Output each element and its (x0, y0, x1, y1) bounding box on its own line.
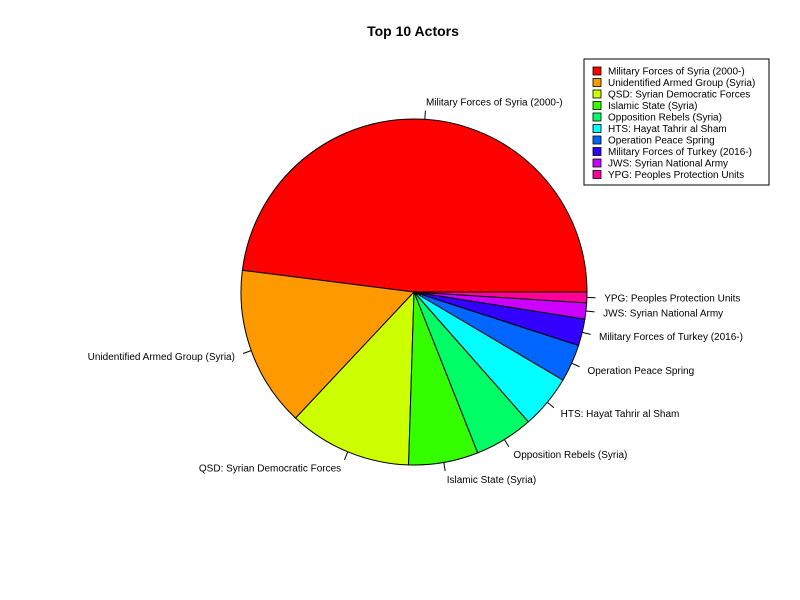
chart-title: Top 10 Actors (367, 23, 459, 39)
legend-label-hts-hayat-tahrir-al-sham: HTS: Hayat Tahrir al Sham (608, 124, 727, 135)
legend-label-islamic-state-syria: Islamic State (Syria) (608, 101, 697, 112)
slice-labels: Military Forces of Syria (2000-) Unidenti… (88, 98, 743, 486)
legend-label-military-forces-of-turkey-2016: Military Forces of Turkey (2016-) (608, 147, 752, 158)
slice-label-unidentified-armed-group-syria: Unidentified Armed Group (Syria) (88, 352, 235, 363)
tick-hts-hayat-tahrir-al-sham (546, 401, 555, 409)
slice-label-military-forces-of-turkey-2016: Military Forces of Turkey (2016-) (599, 332, 743, 343)
legend-label-unidentified-armed-group-syria: Unidentified Armed Group (Syria) (608, 78, 755, 89)
slice-label-islamic-state-syria: Islamic State (Syria) (447, 475, 536, 486)
legend-label-military-forces-of-syria-2000: Military Forces of Syria (2000-) (608, 67, 745, 78)
slice-label-hts-hayat-tahrir-al-sham: HTS: Hayat Tahrir al Sham (561, 409, 680, 420)
legend-swatch-operation-peace-spring (592, 135, 602, 145)
legend-swatch-unidentified-armed-group-syria (592, 78, 602, 87)
legend-box (583, 58, 770, 186)
legend-label-operation-peace-spring: Operation Peace Spring (608, 136, 715, 147)
pie-slices (240, 118, 588, 466)
tick-military-forces-of-turkey-2016 (582, 331, 591, 335)
legend-swatch-jws-syrian-national-army (592, 158, 602, 168)
tick-unidentified-armed-group-syria (242, 350, 252, 355)
tick-military-forces-of-syria-2000 (424, 110, 426, 120)
slice-label-opposition-rebels-syria: Opposition Rebels (Syria) (513, 450, 627, 461)
slice-label-operation-peace-spring: Operation Peace Spring (587, 366, 694, 377)
tick-jws-syrian-national-army (585, 310, 595, 313)
legend-swatch-opposition-rebels-syria (592, 112, 602, 122)
label-ticks (242, 110, 596, 472)
slice-label-qsd-syrian-democratic-forces: QSD: Syrian Democratic Forces (199, 463, 341, 474)
tick-islamic-state-syria (443, 462, 446, 472)
slice-label-military-forces-of-syria-2000: Military Forces of Syria (2000-) (426, 98, 563, 109)
legend-label-ypg-peoples-protection-units: YPG: Peoples Protection Units (608, 170, 744, 181)
tick-opposition-rebels-syria (503, 439, 510, 448)
slice-unidentified-armed-group-syria (240, 269, 416, 419)
legend-label-jws-syrian-national-army: JWS: Syrian National Army (608, 159, 728, 170)
legend-swatch-hts-hayat-tahrir-al-sham (592, 124, 602, 133)
legend-label-opposition-rebels-syria: Opposition Rebels (Syria) (608, 113, 722, 124)
legend-swatch-islamic-state-syria (592, 101, 602, 110)
legend-swatch-military-forces-of-turkey-2016 (592, 147, 602, 156)
tick-qsd-syrian-democratic-forces (344, 451, 349, 461)
slice-label-ypg-peoples-protection-units: YPG: Peoples Protection Units (604, 293, 740, 304)
legend-label-qsd-syrian-democratic-forces: QSD: Syrian Democratic Forces (608, 90, 750, 101)
legend-swatch-military-forces-of-syria-2000 (592, 66, 602, 76)
legend-swatch-qsd-syrian-democratic-forces (592, 89, 602, 99)
tick-operation-peace-spring (571, 362, 580, 368)
legend: Military Forces of Syria (2000-)Unidenti… (583, 58, 770, 186)
slice-label-jws-syrian-national-army: JWS: Syrian National Army (603, 308, 723, 319)
slice-military-forces-of-syria-2000 (241, 118, 588, 293)
legend-swatch-ypg-peoples-protection-units (592, 170, 602, 179)
